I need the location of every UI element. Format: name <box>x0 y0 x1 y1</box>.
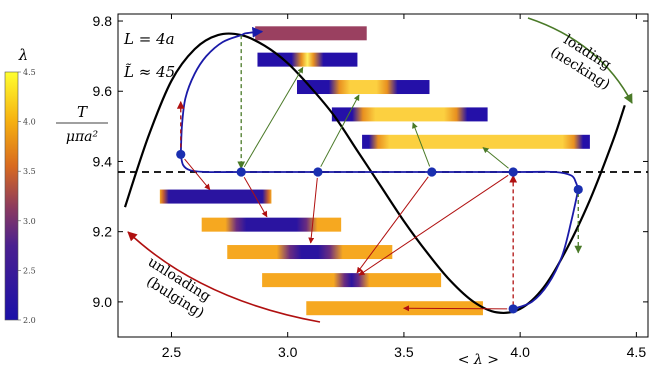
y-tick-label: 9.2 <box>93 224 113 240</box>
shape-profile-10 <box>306 301 483 316</box>
unloading-direction-arrow <box>127 231 321 323</box>
shape-profile-3 <box>296 80 430 95</box>
colorbar-tick-label: 3.0 <box>23 217 36 226</box>
shape-profile-6 <box>159 189 272 204</box>
equilibrium-point-4 <box>427 167 437 177</box>
x-tick-label: 3.0 <box>278 344 298 360</box>
profile-arrow-9 <box>358 174 509 276</box>
y-axis-label-denominator: μπa² <box>66 129 99 145</box>
y-tick-label: 9.8 <box>93 13 113 29</box>
colorbar-tick-label: 2.5 <box>23 266 36 275</box>
shape-profile-5 <box>362 134 590 149</box>
unloading-path <box>512 189 580 310</box>
x-tick-label: 4.5 <box>627 344 647 360</box>
plot-area <box>118 17 648 323</box>
shape-profile-2 <box>257 52 358 67</box>
shape-profile-8 <box>227 245 393 260</box>
x-tick-label: 3.5 <box>394 344 414 360</box>
param-length-tilde: L̃ ≈ 45 <box>123 63 175 81</box>
x-axis-label: < λ > <box>458 352 499 368</box>
equilibrium-point-6 <box>573 184 583 195</box>
homogeneous-curve <box>123 32 626 315</box>
shape-profile-4 <box>331 107 488 122</box>
profile-arrow-7 <box>308 177 318 244</box>
profile-arrow-2 <box>320 94 360 167</box>
profile-arrow-8 <box>356 176 429 274</box>
profile-arrow-5 <box>184 158 211 191</box>
equilibrium-point-2 <box>236 167 246 177</box>
y-tick-label: 9.6 <box>93 83 113 99</box>
y-tick-label: 9.4 <box>93 153 113 169</box>
colorbar-tick-label: 4.5 <box>23 68 36 77</box>
shape-profiles <box>159 26 590 316</box>
equilibrium-point-3 <box>313 167 323 177</box>
profile-arrow-4 <box>482 147 509 169</box>
colorbar-gradient <box>4 71 19 321</box>
x-tick-label: 2.5 <box>162 344 182 360</box>
profile-arrow-1 <box>243 66 304 168</box>
loading-direction-arrow <box>527 17 633 104</box>
equilibrium-point-7 <box>508 304 518 314</box>
x-tick-label: 4.0 <box>510 344 530 360</box>
shape-profile-9 <box>262 273 442 288</box>
y-axis-label-numerator: T <box>77 103 88 121</box>
colorbar-tick-label: 4.0 <box>23 118 36 127</box>
profile-arrow-10 <box>403 305 508 312</box>
equilibrium-point-5 <box>508 167 518 177</box>
profile-arrow-6 <box>243 176 268 218</box>
shape-profile-1 <box>255 26 367 41</box>
plot-frame <box>117 13 649 338</box>
colorbar-label: λ <box>18 46 29 64</box>
shape-profile-7 <box>201 217 342 232</box>
profile-arrow-3 <box>412 122 431 167</box>
equilibrium-point-1 <box>176 149 186 160</box>
colorbar-tick-label: 2.0 <box>23 316 36 325</box>
param-length: L = 4a <box>123 30 175 48</box>
loading-path <box>179 26 264 155</box>
plateau-path <box>179 154 580 190</box>
colorbar: λ 2.0 2.5 3.0 3.5 4.0 4.5 <box>4 46 36 325</box>
y-tick-label: 9.0 <box>93 294 113 310</box>
axes: 2.5 3.0 3.5 4.0 4.5 9.0 9.2 9.4 9.6 9.8 <box>93 13 649 360</box>
colorbar-tick-label: 3.5 <box>23 167 36 176</box>
